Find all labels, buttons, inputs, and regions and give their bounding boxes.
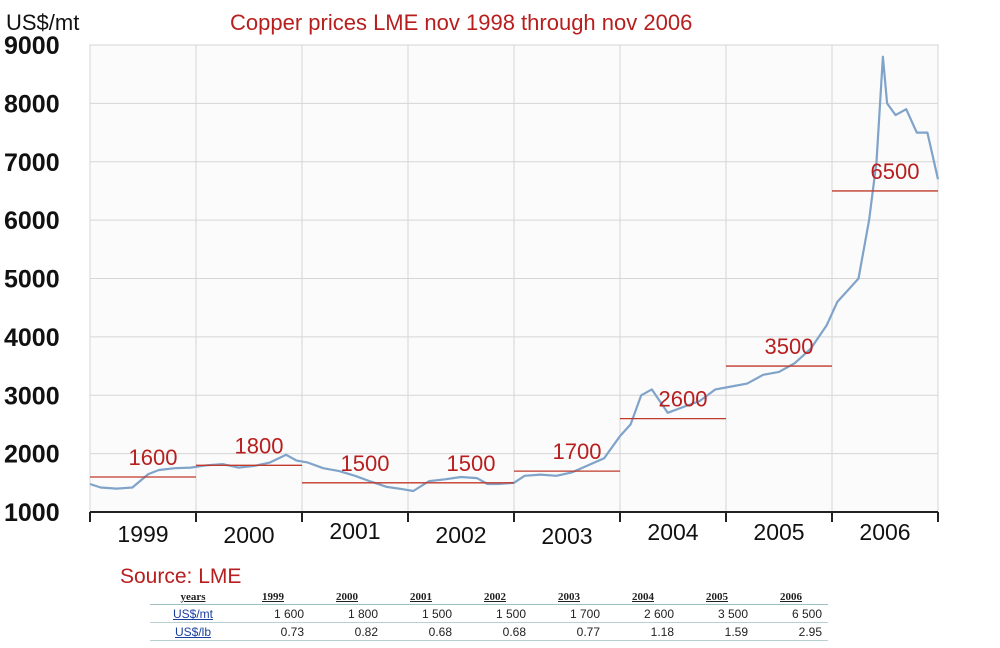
table-cell: 1.59 bbox=[680, 622, 754, 641]
table-corner-header: years bbox=[150, 590, 236, 605]
table-cell: 0.82 bbox=[310, 622, 384, 641]
chart-title: Copper prices LME nov 1998 through nov 2… bbox=[230, 10, 692, 35]
table-cell: 1 600 bbox=[236, 604, 310, 623]
table-year-header: 2000 bbox=[310, 590, 384, 605]
grid-lines bbox=[89, 44, 939, 513]
table-row: US$/mt 1 600 1 800 1 500 1 500 1 700 2 600 3 50… bbox=[150, 604, 828, 623]
table-cell: 1.18 bbox=[606, 622, 680, 641]
table-cell: 1 500 bbox=[384, 604, 458, 623]
table-cell: 6 500 bbox=[754, 604, 828, 623]
price-summary-table: years 1999 2000 2001 2002 2003 2004 2005 2006 U… bbox=[150, 590, 828, 641]
price-line bbox=[89, 55, 940, 493]
table-cell: 2.95 bbox=[754, 622, 828, 641]
x-tick-label: 2000 bbox=[223, 522, 274, 548]
average-label: 1600 bbox=[129, 445, 178, 470]
x-axis-ticks: 1999 2000 2001 2002 2003 2004 2005 2006 bbox=[89, 512, 939, 549]
table-cell: 0.73 bbox=[236, 622, 310, 641]
y-tick-label: 2000 bbox=[4, 441, 60, 469]
average-label: 1800 bbox=[235, 433, 284, 458]
x-tick-label: 2004 bbox=[647, 519, 698, 545]
x-tick-label: 2003 bbox=[541, 523, 592, 549]
x-tick-label: 2002 bbox=[435, 522, 486, 548]
table-year-header: 2002 bbox=[458, 590, 532, 605]
table-header-row: years 1999 2000 2001 2002 2003 2004 2005 2006 bbox=[150, 590, 828, 605]
y-axis-unit-label: US$/mt bbox=[6, 10, 79, 35]
table-row-label[interactable]: US$/lb bbox=[150, 622, 236, 641]
average-label: 6500 bbox=[871, 159, 920, 184]
y-tick-label: 1000 bbox=[4, 499, 60, 527]
y-tick-label: 5000 bbox=[4, 266, 60, 294]
average-label: 1700 bbox=[553, 439, 602, 464]
table-year-header: 1999 bbox=[236, 590, 310, 605]
table-cell: 1 700 bbox=[532, 604, 606, 623]
table-year-header: 2001 bbox=[384, 590, 458, 605]
average-label: 2600 bbox=[659, 387, 708, 412]
table-cell: 0.77 bbox=[532, 622, 606, 641]
table-cell: 1 800 bbox=[310, 604, 384, 623]
table-cell: 0.68 bbox=[384, 622, 458, 641]
average-label: 1500 bbox=[341, 451, 390, 476]
table-year-header: 2005 bbox=[680, 590, 754, 605]
y-tick-label: 6000 bbox=[4, 207, 60, 235]
table-cell: 2 600 bbox=[606, 604, 680, 623]
average-label: 3500 bbox=[765, 334, 814, 359]
table-body: US$/mt 1 600 1 800 1 500 1 500 1 700 2 600 3 50… bbox=[150, 604, 828, 641]
y-tick-label: 3000 bbox=[4, 382, 60, 410]
x-tick-label: 1999 bbox=[117, 521, 168, 547]
y-tick-label: 4000 bbox=[4, 324, 60, 352]
yearly-averages: 1600 1800 1500 1500 1700 2600 3500 6500 bbox=[90, 159, 938, 484]
table-cell: 3 500 bbox=[680, 604, 754, 623]
source-label: Source: LME bbox=[120, 565, 242, 588]
table-row: US$/lb 0.73 0.82 0.68 0.68 0.77 1.18 1.59 2.95 bbox=[150, 622, 828, 641]
table-year-header: 2006 bbox=[754, 590, 828, 605]
table-cell: 1 500 bbox=[458, 604, 532, 623]
x-tick-label: 2001 bbox=[329, 518, 380, 544]
y-tick-label: 7000 bbox=[4, 149, 60, 177]
y-axis-ticks: 1000 2000 3000 4000 5000 6000 7000 8000 9000 bbox=[4, 32, 938, 527]
table-row-label[interactable]: US$/mt bbox=[150, 604, 236, 623]
y-tick-label: 9000 bbox=[4, 32, 60, 60]
table-cell: 0.68 bbox=[458, 622, 532, 641]
table-year-header: 2004 bbox=[606, 590, 680, 605]
copper-price-chart: Copper prices LME nov 1998 through nov 2… bbox=[4, 10, 940, 549]
x-tick-label: 2006 bbox=[859, 519, 910, 545]
y-tick-label: 8000 bbox=[4, 90, 60, 118]
x-tick-label: 2005 bbox=[753, 519, 804, 545]
price-series bbox=[89, 55, 940, 493]
table-year-header: 2003 bbox=[532, 590, 606, 605]
average-label: 1500 bbox=[447, 451, 496, 476]
